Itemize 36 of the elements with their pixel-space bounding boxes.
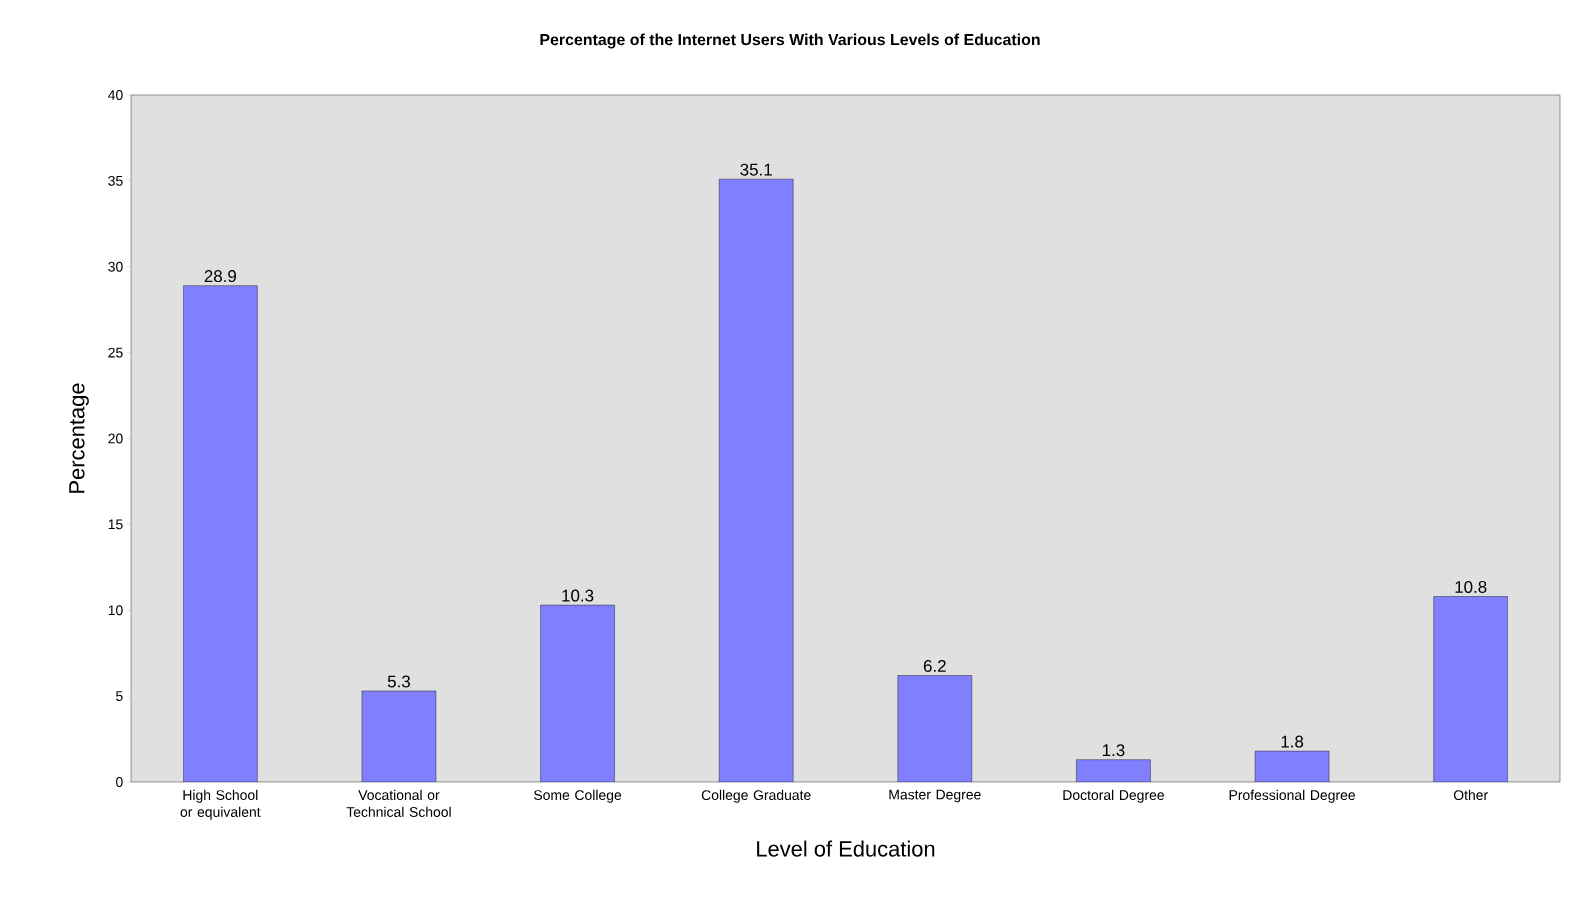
y-tick-label: 5 [116, 691, 123, 701]
bar [540, 604, 615, 782]
data-label: 28.9 [204, 270, 236, 283]
data-label: 5.3 [387, 675, 410, 688]
y-tick-label: 15 [108, 519, 123, 530]
bar [183, 285, 258, 782]
y-tick-label: 30 [108, 261, 123, 272]
data-label: 10.3 [562, 589, 594, 602]
x-tick-label: Some College [534, 789, 622, 803]
x-axis-title: Level of Education [757, 840, 935, 857]
y-tick-label: 40 [108, 90, 123, 100]
bar [1433, 596, 1508, 782]
x-tick-label: Vocational or Technical School [346, 789, 451, 817]
x-tick-label: High School or equivalent [180, 789, 261, 820]
x-tick-label: Other [1453, 789, 1488, 801]
data-label: 10.8 [1455, 580, 1487, 593]
x-tick-label: Doctoral Degree [1063, 789, 1164, 803]
data-label: 1.8 [1281, 735, 1304, 748]
y-tick-label: 0 [116, 777, 123, 787]
chart-title: Percentage of the Internet Users With Various Levels of Education [540, 33, 1040, 49]
data-label: 1.3 [1102, 744, 1125, 757]
bar [1254, 750, 1330, 782]
bar [897, 675, 973, 782]
x-tick-label: Professional Degree [1229, 789, 1355, 803]
bar [1076, 759, 1151, 782]
y-tick-label: 10 [108, 605, 123, 616]
bar [361, 690, 437, 782]
data-label: 35.1 [740, 163, 772, 176]
y-tick-label: 25 [108, 347, 123, 358]
x-tick-label: College Graduate [701, 789, 811, 803]
data-label: 6.2 [923, 660, 946, 672]
y-axis-title: Percentage [69, 383, 89, 493]
y-tick-label: 20 [108, 433, 123, 444]
bar [718, 178, 794, 782]
y-tick-label: 35 [108, 175, 123, 186]
x-tick-label: Master Degree [889, 789, 981, 803]
